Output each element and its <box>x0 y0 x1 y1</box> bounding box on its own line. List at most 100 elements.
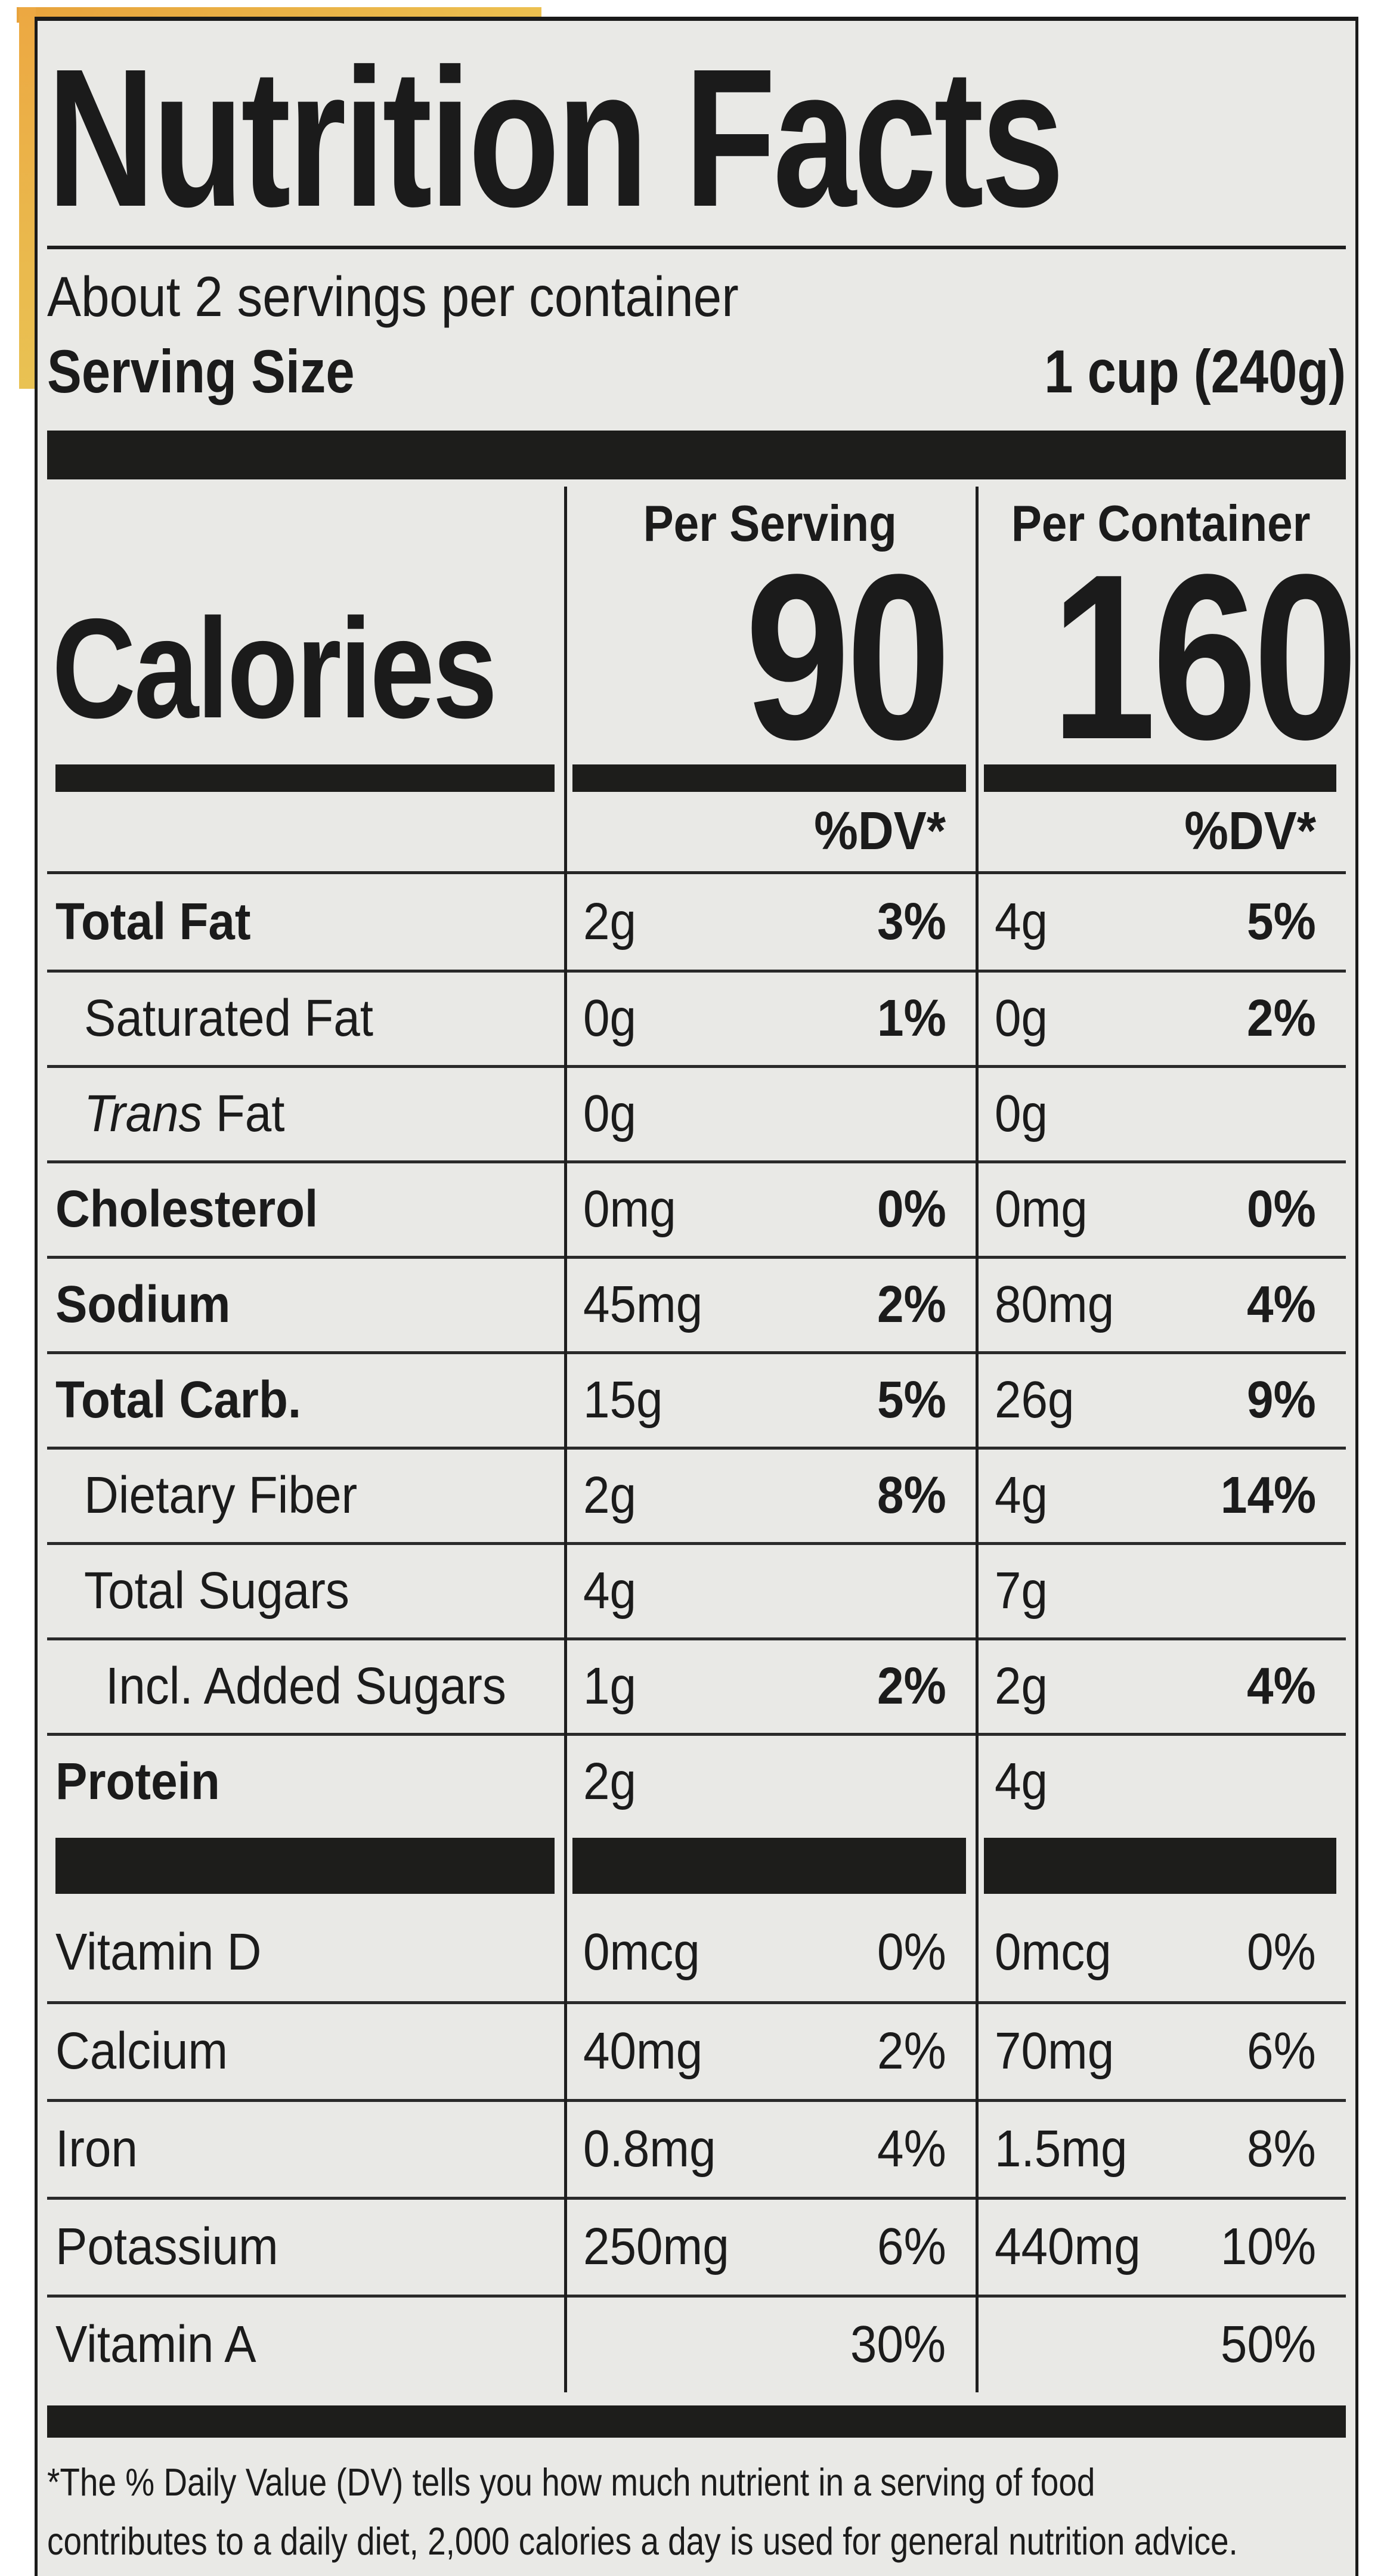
container-amount: 4g <box>995 1753 1048 1811</box>
vitamin-row: Vitamin A 30% 50% <box>47 2294 1346 2392</box>
per-container-header: Per Container <box>1011 496 1311 553</box>
servings-per-container-text: About 2 servings per container <box>47 265 739 329</box>
container-value-cell: 70mg 6% <box>976 2021 1346 2081</box>
container-daily-value: 14% <box>1220 1466 1316 1525</box>
serving-value-cell: 4g <box>564 1561 976 1621</box>
container-amount: 0mcg <box>995 1922 1112 1981</box>
serving-amount: 2g <box>583 1753 636 1811</box>
serving-daily-value: 0% <box>877 1180 946 1239</box>
nutrient-row: Protein 2g 4g <box>47 1732 1346 1828</box>
nutrient-row: Cholesterol 0mg 0% 0mg 0% <box>47 1160 1346 1256</box>
column-divider-1 <box>564 487 567 2392</box>
serving-size-label: Serving Size <box>47 338 355 406</box>
nutrition-facts-label: Nutrition Facts About 2 servings per con… <box>35 17 1358 2576</box>
serving-amount: 0mcg <box>583 1922 700 1981</box>
container-value-cell: 440mg 10% <box>976 2217 1346 2277</box>
nutrient-name: Total Carb. <box>55 1371 302 1429</box>
container-value-cell: 50% <box>976 2315 1346 2374</box>
footnote-line-2: contributes to a daily diet, 2,000 calor… <box>47 2519 1238 2563</box>
container-daily-value: 5% <box>1247 892 1316 950</box>
serving-amount: 0g <box>583 989 636 1048</box>
nutrient-name: Protein <box>55 1753 220 1811</box>
footnote-line-1: *The % Daily Value (DV) tells you how mu… <box>47 2460 1095 2504</box>
header-separator-bar <box>47 431 1346 480</box>
container-amount: 70mg <box>995 2022 1114 2080</box>
footnote: *The % Daily Value (DV) tells you how mu… <box>47 2453 1346 2576</box>
vitamin-row: Iron 0.8mg 4% 1.5mg 8% <box>47 2098 1346 2197</box>
title-divider <box>47 246 1346 250</box>
serving-value-cell: 0mcg 0% <box>564 1922 976 1982</box>
nutrient-name: Saturated Fat <box>84 989 373 1048</box>
container-amount: 0mg <box>995 1180 1088 1239</box>
per-container-header-wrap: Per Container <box>976 495 1346 553</box>
serving-daily-value: 8% <box>877 1466 946 1525</box>
container-daily-value: 10% <box>1220 2218 1316 2276</box>
container-amount: 26g <box>995 1371 1075 1429</box>
calories-underline-bar <box>984 764 1336 792</box>
nutrient-row: Total Fat 2g 3% 4g 5% <box>47 874 1346 970</box>
serving-value-cell: 15g 5% <box>564 1370 976 1430</box>
serving-amount: 0g <box>583 1085 636 1143</box>
nutrient-row: Total Carb. 15g 5% 26g 9% <box>47 1351 1346 1447</box>
serving-value-cell: 0g <box>564 1084 976 1144</box>
container-value-cell: 4g 5% <box>976 892 1346 952</box>
container-daily-value: 4% <box>1247 1657 1316 1716</box>
nutrient-row: Dietary Fiber 2g 8% 4g 14% <box>47 1446 1346 1542</box>
serving-value-cell: 40mg 2% <box>564 2021 976 2081</box>
nutrient-name-italic-part: Trans <box>84 1085 203 1143</box>
container-amount: 4g <box>995 892 1048 950</box>
serving-value-cell: 2g 3% <box>564 892 976 952</box>
serving-value-cell: 30% <box>564 2315 976 2374</box>
container-value-cell: 2g 4% <box>976 1657 1346 1716</box>
serving-daily-value: 6% <box>877 2218 946 2276</box>
container-value-cell: 7g <box>976 1561 1346 1621</box>
serving-value-cell: 2g 8% <box>564 1466 976 1525</box>
vitamin-row: Vitamin D 0mcg 0% 0mcg 0% <box>47 1903 1346 2001</box>
serving-daily-value: 5% <box>877 1371 946 1429</box>
column-divider-2 <box>976 487 979 2392</box>
per-serving-header-wrap: Per Serving <box>564 495 976 553</box>
calories-underline-bar <box>572 764 967 792</box>
vitamin-name: Vitamin A <box>55 2315 256 2374</box>
serving-amount: 0.8mg <box>583 2120 716 2178</box>
container-amount: 1.5mg <box>995 2120 1128 2178</box>
container-daily-value: 50% <box>1220 2315 1316 2374</box>
container-value-cell: 0mcg 0% <box>976 1922 1346 1982</box>
serving-daily-value: 2% <box>877 2022 946 2080</box>
container-daily-value: 2% <box>1247 989 1316 1048</box>
nutrient-name: Sodium <box>55 1275 231 1334</box>
nutrient-row: Saturated Fat 0g 1% 0g 2% <box>47 969 1346 1065</box>
serving-amount: 40mg <box>583 2022 703 2080</box>
serving-size-row: Serving Size 1 cup (240g) <box>47 337 1346 407</box>
per-serving-calories-wrap: 90 <box>564 525 976 789</box>
container-daily-value: 8% <box>1247 2120 1316 2178</box>
can-accent-strip-left <box>19 7 36 389</box>
nutrient-row: Trans Fat 0g 0g <box>47 1064 1346 1160</box>
footnote-separator-bar <box>47 2405 1346 2438</box>
serving-amount: 2g <box>583 1466 636 1525</box>
container-value-cell: 1.5mg 8% <box>976 2119 1346 2179</box>
dv-header: %DV* <box>1184 801 1316 861</box>
servings-per-container-line: About 2 servings per container <box>47 265 1346 330</box>
serving-value-cell: 45mg 2% <box>564 1275 976 1335</box>
serving-value-cell: 2g <box>564 1752 976 1812</box>
nutrient-row: Total Sugars 4g 7g <box>47 1541 1346 1637</box>
serving-value-cell: 0.8mg 4% <box>564 2119 976 2179</box>
container-amount: 440mg <box>995 2218 1141 2276</box>
container-amount: 0g <box>995 1085 1048 1143</box>
container-daily-value: 0% <box>1247 1180 1316 1239</box>
serving-value-cell: 250mg 6% <box>564 2217 976 2277</box>
vitamin-name: Vitamin D <box>55 1922 262 1981</box>
per-container-calories-value: 160 <box>1051 525 1358 789</box>
container-amount: 0g <box>995 989 1048 1048</box>
container-value-cell: 4g <box>976 1752 1346 1812</box>
section-bar-row <box>47 1828 1346 1903</box>
container-value-cell: 0mg 0% <box>976 1179 1346 1239</box>
nutrient-name: Dietary Fiber <box>84 1466 358 1525</box>
per-serving-calories-value: 90 <box>745 525 951 789</box>
container-daily-value: 0% <box>1247 1922 1316 1981</box>
footnote-text: *The % Daily Value (DV) tells you how mu… <box>47 2453 1357 2571</box>
container-value-cell: 0g <box>976 1084 1346 1144</box>
per-serving-header: Per Serving <box>643 496 897 553</box>
